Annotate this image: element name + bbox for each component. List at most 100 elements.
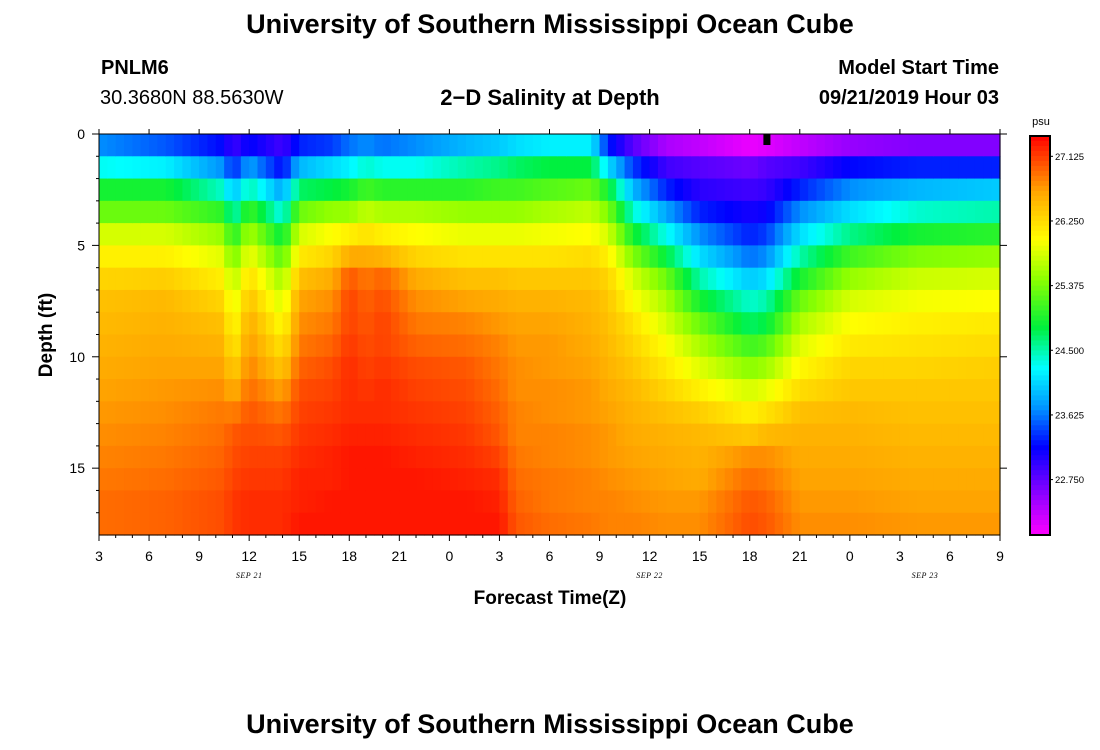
heatmap-cell (449, 468, 459, 492)
heatmap-cell (149, 223, 158, 246)
heatmap-cell (140, 178, 150, 202)
heatmap-cell (499, 356, 509, 380)
heatmap-cell (357, 289, 367, 313)
heatmap-cell (240, 289, 250, 313)
heatmap-cell (841, 245, 851, 269)
heatmap-cell (491, 401, 501, 425)
heatmap-cell (599, 490, 609, 514)
heatmap-cell (624, 445, 634, 469)
heatmap-cell (190, 267, 200, 291)
heatmap-cell (315, 356, 325, 380)
heatmap-cell (165, 223, 175, 246)
heatmap-cell (349, 423, 359, 447)
heatmap-cell (441, 223, 450, 246)
heatmap-cell (432, 445, 442, 469)
heatmap-cell (841, 512, 851, 536)
heatmap-cell (708, 401, 717, 425)
heatmap-cell (541, 445, 551, 469)
heatmap-cell (474, 312, 484, 336)
heatmap-cell (924, 512, 934, 536)
heatmap-cell (449, 356, 459, 380)
heatmap-cell (916, 245, 926, 269)
heatmap-cell (741, 200, 751, 224)
heatmap-cell (449, 445, 459, 469)
heatmap-cell (466, 156, 476, 180)
heatmap-cell (457, 468, 467, 492)
heatmap-cell (916, 178, 926, 202)
colorbar-segment (1030, 445, 1050, 451)
heatmap-cell (699, 445, 709, 469)
heatmap-cell (983, 223, 993, 246)
heatmap-cell (282, 423, 292, 447)
heatmap-cell (966, 490, 976, 514)
heatmap-cell (482, 245, 492, 269)
heatmap-cell (516, 401, 526, 425)
heatmap-cell (774, 223, 784, 246)
heatmap-cell (708, 423, 717, 447)
heatmap-cell (682, 134, 692, 157)
heatmap-cell (574, 245, 584, 269)
heatmap-cell (382, 512, 392, 536)
heatmap-cell (724, 379, 734, 402)
heatmap-cell (582, 445, 592, 469)
colorbar-tick-label: 25.375 (1055, 281, 1084, 292)
heatmap-cell (365, 134, 375, 157)
heatmap-cell (399, 267, 409, 291)
heatmap-cell (866, 401, 876, 425)
heatmap-cell (132, 289, 142, 313)
heatmap-cell (991, 423, 1001, 447)
heatmap-cell (274, 245, 284, 269)
heatmap-cell (407, 379, 417, 402)
heatmap-cell (232, 178, 242, 202)
heatmap-cell (165, 379, 175, 402)
heatmap-cell (399, 245, 409, 269)
heatmap-cell (949, 423, 959, 447)
heatmap-cell (733, 423, 742, 447)
heatmap-cell (282, 200, 292, 224)
heatmap-cell (891, 401, 901, 425)
heatmap-cell (390, 312, 400, 336)
heatmap-cell (708, 200, 717, 224)
heatmap-cell (382, 178, 392, 202)
heatmap-cell (282, 334, 292, 358)
heatmap-cell (841, 423, 851, 447)
heatmap-cell (332, 512, 342, 536)
heatmap-cell (741, 312, 751, 336)
heatmap-cell (499, 223, 509, 246)
heatmap-cell (516, 289, 526, 313)
heatmap-cell (741, 468, 751, 492)
heatmap-cell (432, 490, 442, 514)
colorbar-segment (1030, 425, 1050, 431)
heatmap-cell (407, 445, 417, 469)
heatmap-cell (557, 134, 567, 157)
heatmap-cell (958, 468, 968, 492)
heatmap-cell (766, 423, 776, 447)
heatmap-cell (574, 156, 584, 180)
heatmap-cell (866, 468, 876, 492)
heatmap-cell (315, 134, 325, 157)
heatmap-cell (866, 512, 876, 536)
heatmap-cell (265, 245, 275, 269)
x-tick-label: 3 (95, 548, 103, 564)
heatmap-cell (808, 289, 818, 313)
heatmap-cell (399, 423, 409, 447)
heatmap-cell (532, 445, 542, 469)
heatmap-cell (924, 245, 934, 269)
heatmap-cell (983, 468, 993, 492)
heatmap-cell (307, 401, 317, 425)
heatmap-cell (365, 289, 375, 313)
heatmap-cell (299, 490, 309, 514)
heatmap-cell (491, 178, 501, 202)
heatmap-cell (224, 156, 234, 180)
heatmap-cell (390, 289, 400, 313)
heatmap-cell (240, 223, 250, 246)
heatmap-cell (399, 379, 409, 402)
heatmap-cell (466, 356, 476, 380)
heatmap-cell (958, 401, 968, 425)
heatmap-cell (641, 289, 651, 313)
heatmap-cell (466, 490, 476, 514)
heatmap-cell (833, 379, 843, 402)
colorbar-segment (1030, 265, 1050, 272)
heatmap-cell (716, 423, 726, 447)
heatmap-cell (115, 490, 125, 514)
